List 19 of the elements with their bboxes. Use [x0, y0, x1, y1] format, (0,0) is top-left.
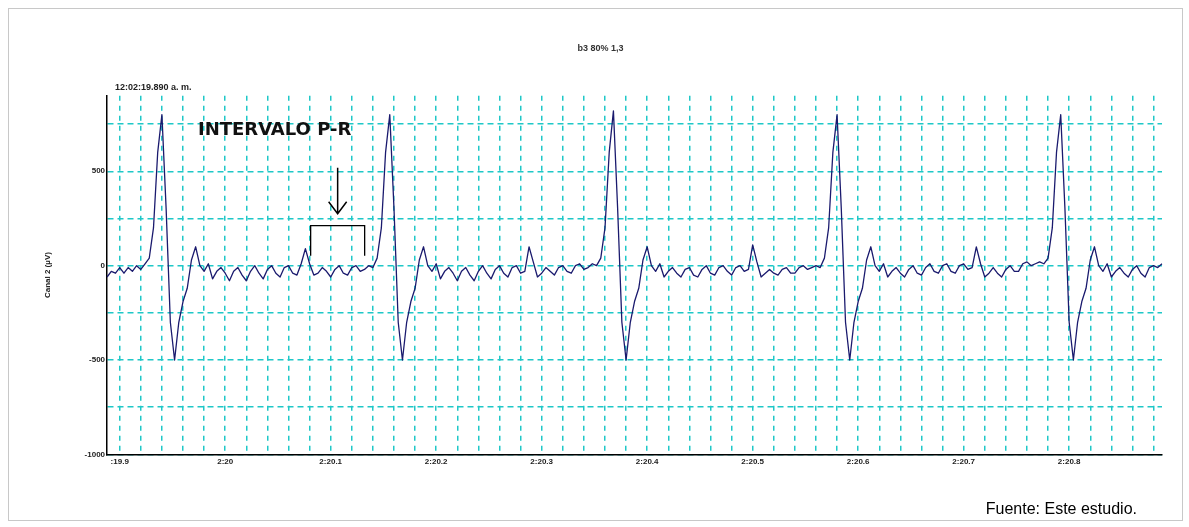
source-note: Fuente: Este estudio.	[985, 500, 1137, 518]
x-tick-label: :19.9	[110, 457, 130, 467]
text: 12:02:19.890 a. m.	[115, 81, 192, 92]
x-tick-label: 2:20.3	[530, 457, 554, 467]
y-tick-label: 500	[91, 166, 106, 176]
y-tick-label: -500	[89, 355, 106, 365]
x-tick-label: 2:20.5	[741, 457, 765, 467]
x-tick-label: 2:20.4	[635, 457, 660, 467]
y-tick-label: -1000	[84, 449, 106, 459]
y-axis-title: Canal 2 (µV)	[43, 251, 52, 299]
x-tick-label: 2:20.1	[319, 457, 343, 467]
x-tick-label: 2:20.2	[424, 457, 449, 467]
annotation: INTERVALO P-R	[197, 118, 352, 140]
y-tick-label: 0	[100, 260, 106, 270]
chart-title: b3 80% 1,3	[577, 42, 624, 53]
x-tick-label: 2:20.8	[1057, 457, 1082, 467]
x-tick-label: 2:20.6	[846, 457, 871, 467]
x-tick-label: 2:20	[217, 457, 234, 467]
x-tick-label: 2:20.7	[952, 457, 976, 467]
